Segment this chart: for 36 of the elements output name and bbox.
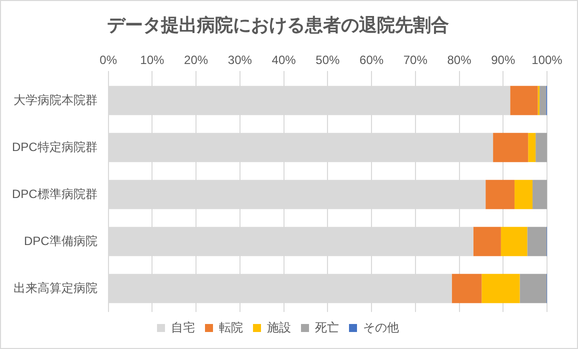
x-tick-label: 70% bbox=[403, 53, 428, 68]
x-tick-label: 40% bbox=[272, 53, 296, 68]
bar bbox=[500, 226, 528, 256]
bar bbox=[514, 180, 533, 210]
x-tick-label: 10% bbox=[140, 53, 165, 68]
bar bbox=[486, 180, 515, 210]
y-tick-label: 大学病院本院群 bbox=[13, 92, 98, 107]
y-tick-label: DPC特定病院群 bbox=[12, 140, 98, 154]
x-tick-label: 90% bbox=[491, 53, 516, 68]
bar bbox=[536, 132, 547, 162]
bar bbox=[540, 86, 546, 116]
bar bbox=[510, 86, 538, 116]
bar bbox=[452, 274, 482, 304]
bar bbox=[520, 274, 547, 304]
bar bbox=[473, 226, 501, 256]
x-tick-label: 100% bbox=[532, 53, 563, 68]
legend-label: その他 bbox=[363, 320, 399, 334]
bar bbox=[482, 274, 520, 304]
x-tick-label: 20% bbox=[184, 53, 208, 68]
bar bbox=[532, 180, 547, 210]
bar bbox=[528, 132, 536, 162]
y-tick-label: DPC標準病院群 bbox=[12, 186, 98, 201]
x-tick-label: 80% bbox=[447, 53, 472, 68]
x-tick-label: 50% bbox=[316, 53, 340, 68]
x-tick-label: 30% bbox=[228, 53, 252, 68]
legend-label: 死亡 bbox=[315, 320, 339, 334]
x-tick-label: 60% bbox=[360, 53, 384, 68]
y-tick-label: 出来高算定病院 bbox=[13, 280, 98, 295]
bar bbox=[493, 132, 528, 162]
legend-label: 自宅 bbox=[171, 320, 195, 334]
chart-title: データ提出病院における患者の退院先割合 bbox=[107, 14, 449, 35]
x-tick-label: 0% bbox=[100, 53, 118, 68]
y-tick-label: DPC準備病院 bbox=[24, 234, 98, 248]
legend-label: 転院 bbox=[219, 320, 243, 334]
bar bbox=[527, 226, 547, 256]
legend-label: 施設 bbox=[267, 320, 291, 334]
